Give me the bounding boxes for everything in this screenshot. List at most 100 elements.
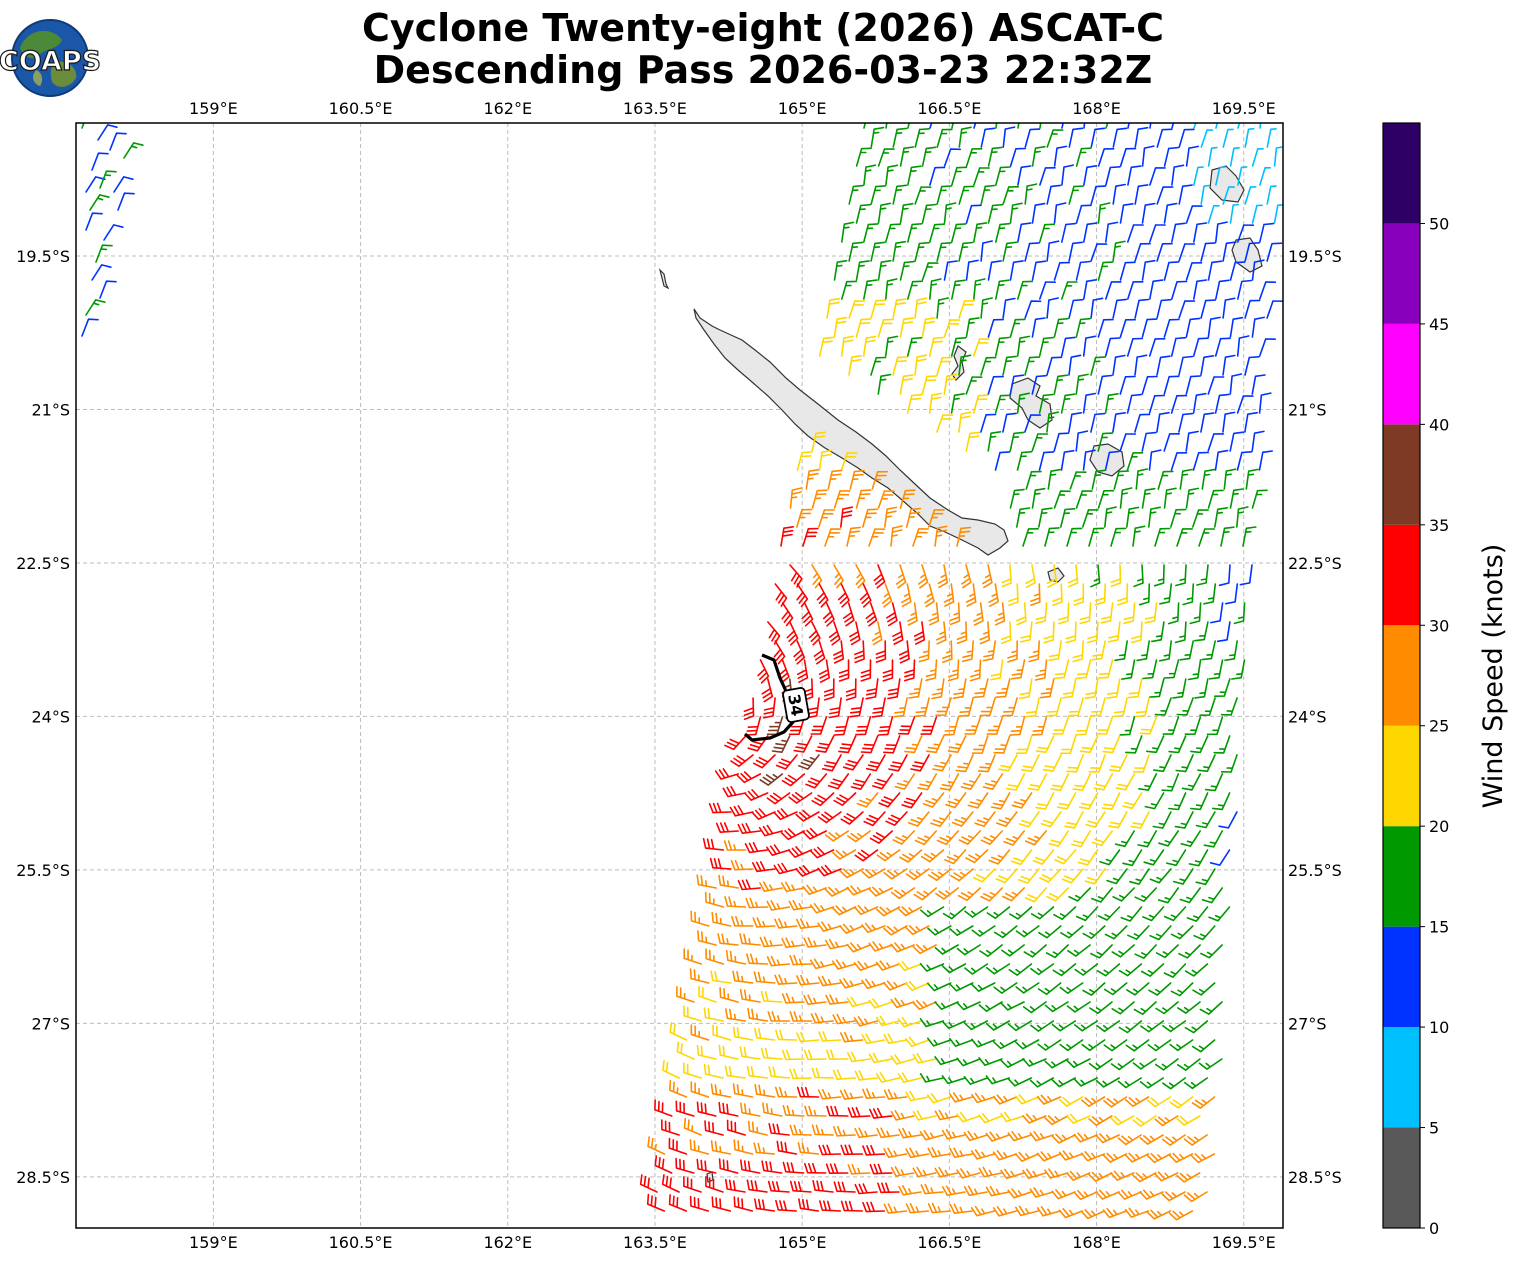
wind-barb [1244,299,1261,319]
wind-barb [1141,145,1155,167]
wind-barb [1031,145,1046,167]
wind-barb [752,861,776,873]
wind-barb [1186,906,1209,922]
wind-barb [718,1044,739,1060]
wind-barb [1149,279,1164,300]
wind-barb [958,830,981,845]
wind-barb [994,602,1006,626]
wind-barb [1119,716,1136,736]
wind-barb [925,735,945,754]
wind-barb [1212,792,1231,811]
wind-barb [758,824,783,837]
wind-barb [1214,449,1229,471]
wind-barb [669,1079,688,1098]
wind-barb [847,1051,871,1063]
wind-barb [1220,526,1235,547]
colorbar-band [1383,1027,1420,1128]
lat-tick-label-left: 24°S [31,707,70,726]
wind-barb [1038,925,1062,939]
wind-barb [842,754,864,771]
wind-barb [890,1054,915,1065]
wind-barb [971,982,996,992]
wind-barb [781,937,805,949]
wind-barb [1097,659,1114,679]
wind-barb [1030,906,1055,920]
wind-barb [819,1200,842,1212]
wind-barb [917,564,929,589]
wind-barb [1163,318,1180,338]
wind-barb [998,754,1018,772]
wind-barb [868,998,893,1009]
wind-barb [1091,830,1113,847]
wind-barb [980,127,996,148]
wind-barb [774,583,788,607]
wind-barb [1201,887,1223,904]
wind-barb [1046,129,1064,148]
wind-barb [831,905,857,916]
wind-barb [905,1202,930,1214]
wind-barb [1182,583,1195,606]
wind-barb [787,846,813,858]
wind-barb [978,1001,1003,1012]
wind-barb [1244,186,1257,205]
wind-barb [1108,754,1128,772]
wind-barb [788,791,813,804]
wind-barb [1192,451,1209,471]
wind-barb [833,640,845,664]
wind-barb [901,583,912,608]
wind-barb [990,792,1011,810]
wind-barb [1123,602,1136,625]
wind-barb [1169,1096,1194,1109]
wind-barb [1008,583,1019,607]
wind-barb [914,697,930,717]
wind-barb [1163,906,1187,922]
wind-barb [848,241,864,262]
wind-barb [924,583,935,608]
wind-barb [1259,123,1262,129]
wind-barb [1170,508,1187,528]
wind-barb [1229,373,1243,395]
wind-barb [796,659,809,683]
wind-barb [1066,754,1084,773]
wind-barb [805,468,820,490]
wind-barb [1174,621,1187,644]
coaps-logo: COAPS [0,19,102,97]
wind-barb [941,1020,967,1030]
wind-barb [1185,430,1199,452]
wind-barb [1022,1058,1047,1067]
wind-barb [1095,1189,1120,1200]
wind-barb [1032,849,1055,865]
wind-barb [690,1081,710,1098]
wind-barb [1168,1210,1194,1221]
wind-barb [934,525,948,547]
lat-tick-label-left: 28.5°S [16,1168,70,1187]
wind-barb [1200,355,1215,376]
wind-barb [898,1185,922,1196]
wind-barb [1051,1133,1076,1144]
wind-barb [661,1119,680,1136]
wind-barb [804,1105,827,1117]
wind-barb [1204,773,1224,792]
wind-barb [994,336,1010,357]
wind-barb [804,1162,827,1174]
wind-barb [1162,716,1180,735]
wind-barb [990,659,1004,681]
wind-barb [703,1007,725,1022]
wind-barb [781,992,805,1004]
wind-barb [1113,470,1130,490]
wind-barb [1037,982,1062,995]
wind-barb [956,1001,981,1011]
wind-barb [745,897,769,909]
colorbar-tick-label: 35 [1429,516,1449,535]
wind-barb [965,376,983,395]
wind-barb [985,1020,1011,1031]
wind-barb [1061,868,1084,884]
wind-barb [894,773,916,790]
wind-barb [875,1015,901,1027]
new-caledonia-island [693,308,1009,556]
wind-barb [1028,640,1040,663]
wind-barb [949,982,974,992]
wind-barb [766,844,791,856]
wind-barb [825,994,849,1005]
wind-barb [995,166,1011,186]
